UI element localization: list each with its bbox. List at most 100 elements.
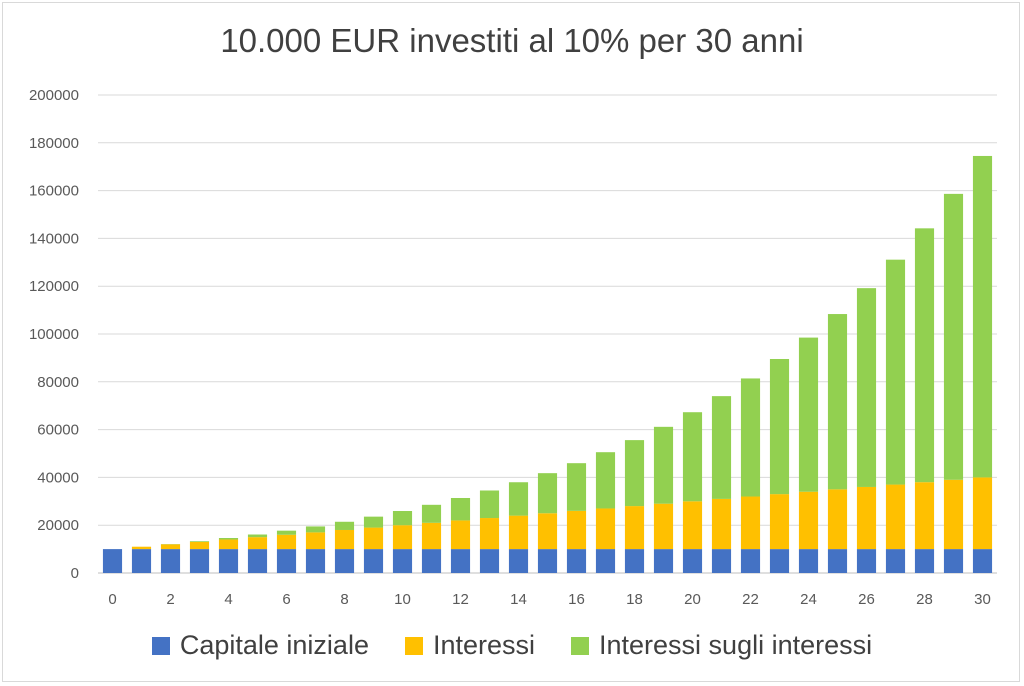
- bar-capitale: [276, 549, 297, 573]
- bar-capitale: [131, 549, 152, 573]
- bar-interessi-sugli-interessi: [624, 440, 645, 507]
- legend-item-interessi: Interessi: [404, 630, 536, 661]
- bar-interessi: [508, 515, 529, 550]
- bar-interessi: [740, 496, 761, 550]
- bar-interessi: [624, 506, 645, 550]
- x-tick-label: 6: [282, 591, 290, 608]
- bar-capitale: [856, 549, 877, 573]
- bar-interessi: [479, 518, 500, 550]
- legend-item-interessi-sugli-interessi: Interessi sugli interessi: [571, 630, 872, 661]
- bar-interessi-sugli-interessi: [537, 473, 558, 514]
- x-tick-label: 10: [394, 591, 411, 608]
- bar-capitale: [682, 549, 703, 573]
- x-tick-label: 26: [858, 591, 875, 608]
- x-tick-label: 28: [916, 591, 933, 608]
- bar-interessi-sugli-interessi: [247, 534, 268, 538]
- bar-interessi-sugli-interessi: [450, 497, 471, 521]
- bar-capitale: [508, 549, 529, 573]
- bar-interessi: [421, 522, 442, 550]
- bar-interessi-sugli-interessi: [305, 526, 326, 533]
- bar-interessi-sugli-interessi: [798, 337, 819, 492]
- bar-interessi: [305, 532, 326, 550]
- y-tick-label: 140000: [29, 230, 79, 247]
- y-tick-label: 0: [71, 565, 79, 582]
- bar-interessi: [276, 534, 297, 550]
- bar-capitale: [943, 549, 964, 573]
- bar-capitale: [653, 549, 674, 573]
- bar-capitale: [334, 549, 355, 573]
- bar-interessi-sugli-interessi: [914, 228, 935, 483]
- bar-interessi: [189, 541, 210, 550]
- bar-interessi: [972, 477, 993, 550]
- x-tick-label: 12: [452, 591, 469, 608]
- bar-capitale: [972, 549, 993, 573]
- x-tick-label: 22: [742, 591, 759, 608]
- bar-interessi-sugli-interessi: [943, 193, 964, 480]
- y-tick-label: 80000: [37, 374, 79, 391]
- bar-interessi-sugli-interessi: [334, 521, 355, 530]
- legend-label-capitale: Capitale iniziale: [179, 630, 369, 660]
- bar-capitale: [450, 549, 471, 573]
- y-tick-label: 200000: [29, 87, 79, 104]
- bar-capitale: [102, 549, 123, 573]
- y-tick-label: 60000: [37, 422, 79, 439]
- bar-interessi: [334, 529, 355, 550]
- bar-interessi-sugli-interessi: [856, 288, 877, 487]
- bar-interessi: [392, 525, 413, 550]
- bar-interessi: [914, 482, 935, 550]
- x-tick-label: 14: [510, 591, 527, 608]
- legend-label-interessi: Interessi: [432, 630, 536, 660]
- bar-capitale: [421, 549, 442, 573]
- bar-capitale: [392, 549, 413, 573]
- x-tick-label: 18: [626, 591, 643, 608]
- bar-interessi: [798, 491, 819, 550]
- bar-interessi-sugli-interessi: [653, 426, 674, 504]
- bar-interessi: [131, 546, 152, 550]
- y-tick-label: 120000: [29, 278, 79, 295]
- bar-capitale: [218, 549, 239, 573]
- y-tick-label: 180000: [29, 135, 79, 152]
- bar-interessi-sugli-interessi: [189, 541, 210, 542]
- x-tick-label: 0: [108, 591, 116, 608]
- bar-interessi: [247, 537, 268, 550]
- bar-capitale: [160, 549, 181, 573]
- bar-interessi: [856, 486, 877, 550]
- bar-interessi: [218, 539, 239, 550]
- bar-interessi: [653, 503, 674, 550]
- chart-legend: Capitale iniziale Interessi Interessi su…: [0, 630, 1024, 661]
- legend-label-interessi-sugli-interessi: Interessi sugli interessi: [599, 630, 873, 660]
- bar-interessi-sugli-interessi: [827, 314, 848, 490]
- bar-interessi: [769, 494, 790, 550]
- bar-capitale: [363, 549, 384, 573]
- bar-interessi: [711, 498, 732, 550]
- bar-capitale: [305, 549, 326, 573]
- x-tick-label: 4: [224, 591, 232, 608]
- bar-interessi-sugli-interessi: [392, 511, 413, 526]
- bar-capitale: [595, 549, 616, 573]
- bar-interessi: [566, 510, 587, 550]
- bar-capitale: [885, 549, 906, 573]
- bar-interessi: [595, 508, 616, 550]
- bar-capitale: [827, 549, 848, 573]
- bar-interessi: [537, 513, 558, 550]
- bar-capitale: [914, 549, 935, 573]
- bar-interessi-sugli-interessi: [595, 452, 616, 509]
- bar-capitale: [769, 549, 790, 573]
- bar-capitale: [537, 549, 558, 573]
- bar-interessi: [682, 501, 703, 550]
- legend-item-capitale: Capitale iniziale: [151, 630, 369, 661]
- bar-capitale: [566, 549, 587, 573]
- x-tick-label: 8: [340, 591, 348, 608]
- bar-interessi-sugli-interessi: [711, 396, 732, 499]
- x-tick-label: 30: [974, 591, 991, 608]
- legend-swatch-interessi: [404, 636, 423, 655]
- bar-interessi-sugli-interessi: [363, 516, 384, 528]
- legend-swatch-capitale: [151, 636, 170, 655]
- bar-interessi: [450, 520, 471, 550]
- bar-interessi-sugli-interessi: [972, 155, 993, 478]
- y-tick-label: 100000: [29, 326, 79, 343]
- bar-capitale: [711, 549, 732, 573]
- bar-capitale: [624, 549, 645, 573]
- bar-interessi-sugli-interessi: [508, 482, 529, 516]
- bar-interessi-sugli-interessi: [769, 358, 790, 495]
